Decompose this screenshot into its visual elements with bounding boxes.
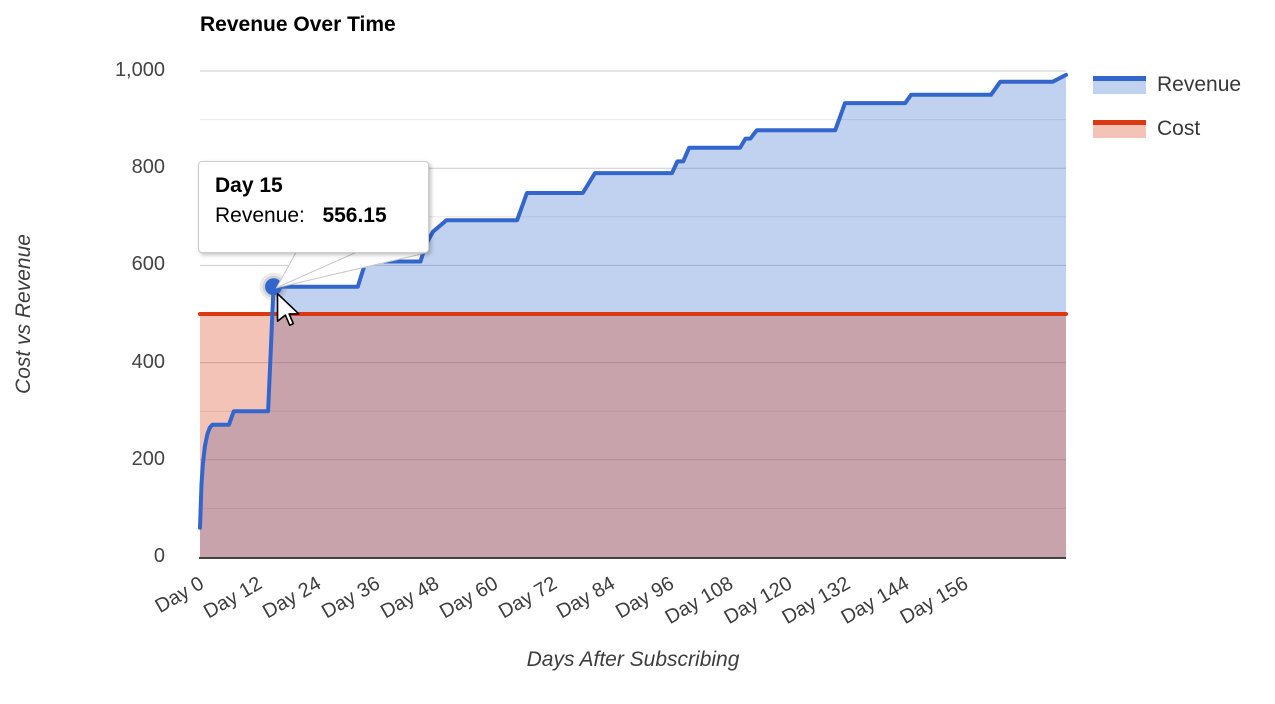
legend-item-revenue: Revenue [1093, 73, 1242, 96]
tooltip-series-label: Revenue: [215, 204, 305, 227]
tooltip-series-line: Revenue: 556.15 [215, 204, 412, 228]
legend-swatch-cost [1093, 120, 1146, 138]
y-axis-title: Cost vs Revenue [12, 234, 35, 394]
legend-swatch-revenue [1093, 76, 1146, 94]
chart-title: Revenue Over Time [200, 13, 396, 36]
x-axis-title: Days After Subscribing [526, 648, 740, 671]
cursor-pointer-icon [276, 292, 300, 327]
legend-item-cost: Cost [1093, 117, 1241, 140]
y-tick-label: 200 [131, 447, 165, 470]
tooltip-title: Day 15 [215, 174, 283, 197]
y-tick-label: 0 [153, 545, 165, 567]
legend-label: Cost [1157, 117, 1201, 140]
cost-area [200, 314, 1066, 557]
revenue-line [198, 72, 1068, 530]
y-tick-label: 400 [131, 350, 165, 373]
y-tick-label: 800 [131, 156, 165, 179]
legend: Revenue Cost [1093, 73, 1242, 162]
tooltip-value: 556.15 [322, 204, 387, 227]
y-tick-label: 600 [131, 253, 165, 276]
y-tick-label: 1,000 [114, 59, 165, 81]
legend-label: Revenue [1157, 73, 1242, 96]
tooltip: Day 15 Revenue: 556.15 [198, 161, 429, 253]
highlighted-data-point[interactable] [265, 278, 283, 296]
